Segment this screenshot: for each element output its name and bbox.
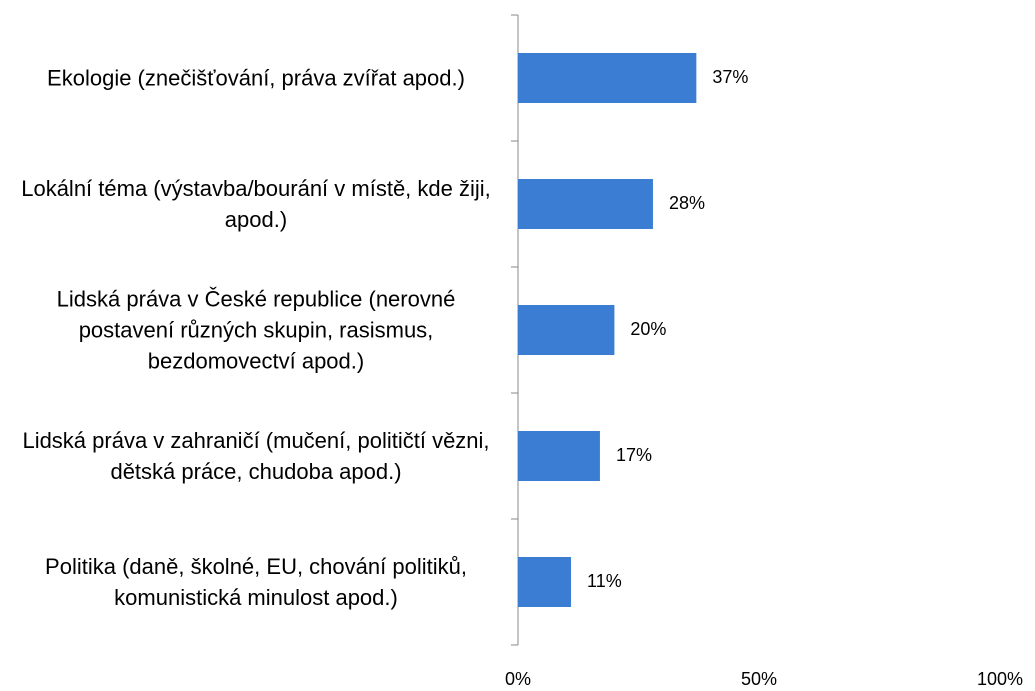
bar [518,431,600,481]
category-label: Lidská práva v zahraničí (mučení, politi… [22,428,490,484]
bar [518,53,697,103]
category-label: Lokální téma (výstavba/bourání v místě, … [21,176,491,232]
bar [518,305,615,355]
x-tick-label: 0% [505,669,531,689]
bar [518,557,572,607]
category-label: Lidská práva v České republice (nerovné … [56,286,456,374]
value-label: 20% [630,319,666,339]
value-label: 28% [669,193,705,213]
x-tick-label: 100% [977,669,1023,689]
x-tick-label: 50% [741,669,777,689]
value-label: 37% [712,67,748,87]
category-label: Politika (daně, školné, EU, chování poli… [45,554,467,610]
value-label: 11% [587,571,622,591]
value-label: 17% [616,445,652,465]
bar [518,179,653,229]
category-label: Ekologie (znečišťování, práva zvířat apo… [47,65,465,91]
